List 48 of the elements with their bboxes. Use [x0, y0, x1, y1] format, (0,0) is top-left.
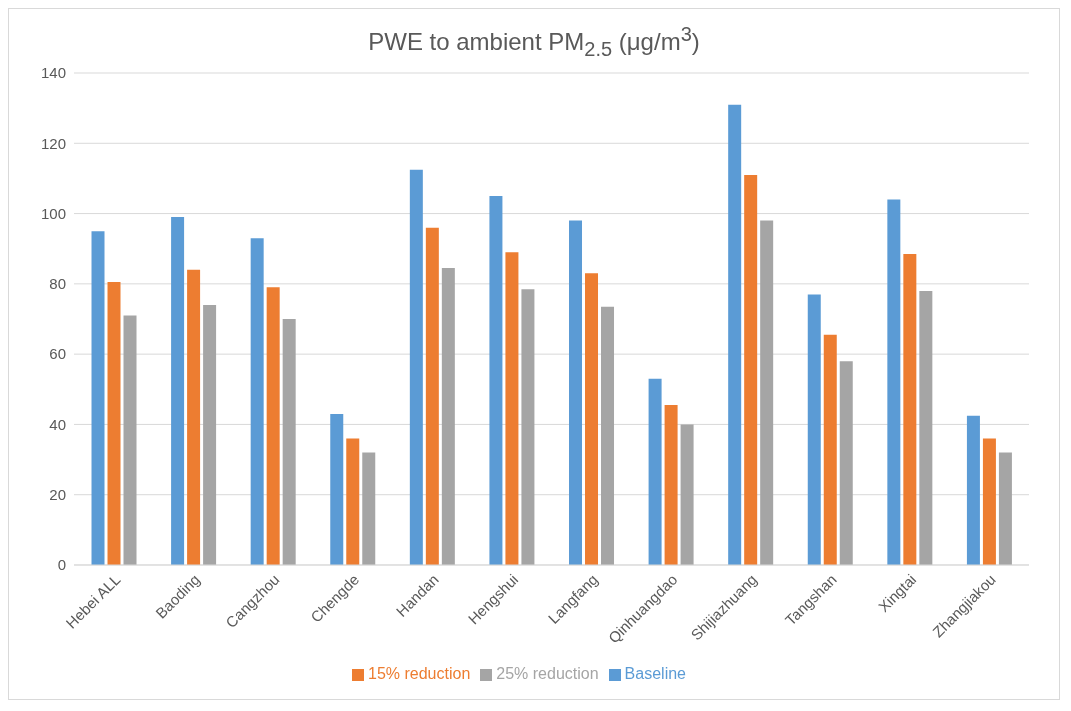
bar: [441, 268, 455, 565]
bar: [903, 253, 917, 565]
bar: [585, 273, 599, 565]
bar: [330, 413, 344, 565]
bar: [823, 334, 837, 565]
bar: [744, 174, 758, 565]
y-tick-label: 100: [40, 204, 66, 222]
y-tick-label: 120: [40, 134, 66, 152]
y-tick-label: 40: [49, 415, 66, 433]
bar: [569, 220, 583, 565]
chart-title: PWE to ambient PM$_{2.5}$ (μg/m$^{3}$): [367, 23, 701, 62]
bar: [266, 287, 280, 565]
bar: [919, 290, 933, 565]
y-tick-label: 0: [57, 556, 66, 574]
bar: [728, 104, 742, 565]
y-tick-label: 60: [49, 345, 66, 363]
legend-label: 15% reduction: [368, 665, 471, 682]
bar: [839, 361, 853, 565]
bar: [982, 438, 996, 565]
bar: [998, 452, 1012, 565]
bar: [91, 231, 105, 565]
bar: [887, 199, 901, 565]
bar: [187, 269, 201, 565]
bar: [807, 294, 821, 565]
bar: [123, 315, 137, 565]
bar: [648, 378, 662, 565]
bar: [409, 169, 423, 565]
bar: [601, 306, 615, 565]
bar: [521, 289, 535, 565]
bar: [966, 415, 980, 565]
bar: [171, 217, 185, 565]
legend-label: Baseline: [624, 665, 686, 682]
bar: [203, 304, 217, 565]
y-tick-label: 80: [49, 275, 66, 293]
bar: [489, 196, 503, 565]
y-tick-label: 20: [49, 486, 66, 504]
legend-label: 25% reduction: [496, 665, 599, 682]
bar: [107, 282, 121, 565]
bar: [664, 405, 678, 565]
bar: [346, 438, 360, 565]
bar: [282, 319, 296, 565]
y-tick-label: 140: [40, 64, 66, 82]
bar: [362, 452, 376, 565]
bar: [250, 238, 264, 565]
bar: [505, 252, 519, 565]
bar: [425, 227, 439, 565]
bar: [680, 424, 694, 565]
bar: [760, 220, 774, 565]
